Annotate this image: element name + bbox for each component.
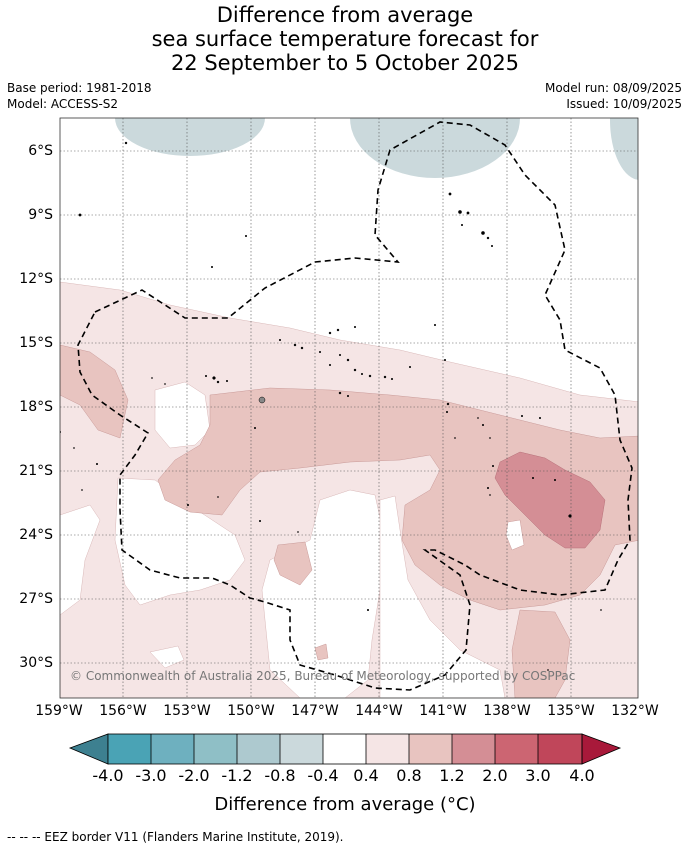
lon-label: 141°W	[419, 703, 467, 719]
lat-label: 18°S	[19, 399, 53, 415]
graticule	[60, 118, 638, 698]
warm-anomaly-0.8-central	[157, 387, 638, 611]
lon-label: 135°W	[547, 703, 595, 719]
colorbar-tick: 1.2	[439, 766, 465, 785]
issued-date: Issued: 10/09/2025	[566, 97, 682, 111]
model-run: Model run: 08/09/2025	[544, 81, 682, 95]
neutral-hole-5	[149, 645, 185, 669]
cool-anomaly-central	[350, 118, 520, 178]
neutral-hole-4	[60, 504, 101, 616]
colorbar-tick: 3.0	[525, 766, 551, 785]
colorbar-title: Difference from average (°C)	[214, 794, 476, 815]
lon-label: 147°W	[291, 703, 339, 719]
colorbar-tick: 2.0	[482, 766, 508, 785]
colorbar-bin	[452, 734, 495, 764]
lon-label: 138°W	[483, 703, 531, 719]
copyright-text: © Commonwealth of Australia 2025, Bureau…	[70, 669, 576, 683]
cool-anomaly-west	[115, 118, 265, 156]
warm-anomaly-0.8-west	[60, 344, 129, 439]
neutral-hole-6	[379, 495, 506, 698]
lat-label: 24°S	[19, 527, 53, 543]
map-title: Difference from average sea surface temp…	[0, 3, 690, 75]
lat-label: 21°S	[19, 463, 53, 479]
lon-label: 156°W	[99, 703, 147, 719]
colorbar-tick: -1.2	[221, 766, 253, 785]
colorbar-high-extend	[581, 733, 622, 765]
colorbar-bin	[237, 734, 280, 764]
meta-left: Base period: 1981-2018 Model: ACCESS-S2	[7, 80, 152, 112]
lon-label: 132°W	[611, 703, 659, 719]
lat-label: 9°S	[28, 207, 53, 223]
lat-label: 12°S	[19, 271, 53, 287]
eez-border	[77, 121, 633, 691]
colorbar-bin	[538, 734, 582, 764]
lat-label: 6°S	[28, 143, 53, 159]
colorbar-tick: 4.0	[569, 766, 595, 785]
lat-label: 15°S	[19, 335, 53, 351]
colorbar-bin	[151, 734, 194, 764]
colorbar	[68, 733, 622, 765]
map-frame	[59, 117, 639, 699]
lon-label: 150°W	[227, 703, 275, 719]
lon-label: 153°W	[163, 703, 211, 719]
neutral-hole-1	[154, 381, 211, 449]
islands	[60, 141, 602, 671]
colorbar-bin	[366, 734, 409, 764]
warm-anomaly-0.8-tiny	[314, 643, 329, 661]
colorbar-tick: -4.0	[92, 766, 124, 785]
colorbar-tick: 0.4	[353, 766, 379, 785]
lat-label: 30°S	[19, 655, 53, 671]
colorbar-tick: -0.8	[264, 766, 296, 785]
colorbar-tick: 0.8	[396, 766, 422, 785]
colorbar-tick: -0.4	[307, 766, 339, 785]
base-period: Base period: 1981-2018	[7, 81, 152, 95]
eez-legend: -- -- -- EEZ border V11 (Flanders Marine…	[7, 830, 344, 844]
colorbar-bin	[108, 734, 151, 764]
colorbar-bin	[495, 734, 538, 764]
lon-label: 144°W	[355, 703, 403, 719]
title-line-3: 22 September to 5 October 2025	[170, 51, 520, 75]
colorbar-bin	[323, 734, 366, 764]
colorbar-bin	[409, 734, 452, 764]
cool-anomaly-east	[610, 118, 638, 180]
warm-anomaly-0.8-south	[511, 609, 571, 698]
warm-anomaly-0.8-small	[273, 541, 313, 586]
colorbar-low-extend	[68, 733, 109, 765]
warm-anomaly-1.2	[494, 451, 606, 549]
lat-label: 27°S	[19, 591, 53, 607]
title-line-1: Difference from average	[216, 3, 474, 27]
anomaly-field	[60, 118, 638, 698]
model-name: Model: ACCESS-S2	[7, 97, 119, 111]
meta-right: Model run: 08/09/2025 Issued: 10/09/2025	[545, 80, 682, 112]
lon-label: 159°W	[35, 703, 83, 719]
colorbar-tick: -2.0	[178, 766, 210, 785]
colorbar-bin	[280, 734, 323, 764]
title-line-2: sea surface temperature forecast for	[151, 27, 539, 51]
colorbar-bin	[194, 734, 237, 764]
colorbar-tick: -3.0	[135, 766, 167, 785]
